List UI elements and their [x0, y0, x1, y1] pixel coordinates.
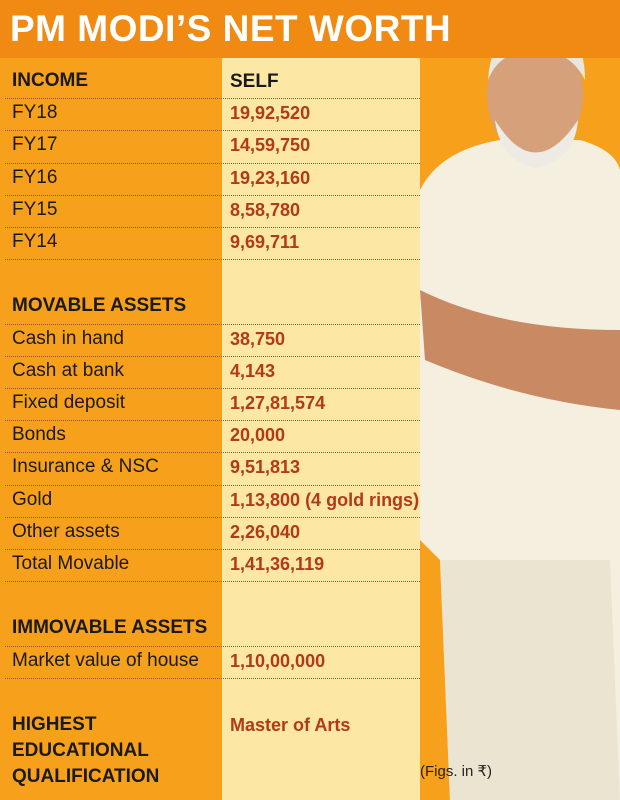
row-value: 1,27,81,574	[230, 393, 326, 413]
row-divider	[5, 162, 420, 164]
qualification-label: EDUCATIONAL	[12, 740, 149, 761]
section-header: IMMOVABLE ASSETS	[12, 617, 208, 639]
row-label: Fixed deposit	[12, 392, 126, 413]
row-value: 14,59,750	[230, 135, 311, 156]
row-divider	[5, 484, 420, 486]
row-divider	[5, 355, 420, 357]
qualification-label: HIGHEST	[12, 714, 97, 735]
row-divider	[5, 452, 420, 454]
column-header: SELF	[230, 71, 279, 92]
row-value: 9,51,813	[230, 457, 301, 478]
row-divider	[5, 388, 420, 389]
row-divider	[5, 516, 420, 518]
row-label: FY17	[12, 134, 58, 156]
row-divider	[5, 549, 420, 550]
row-value: 19,23,160	[230, 167, 311, 188]
row-label: FY16	[12, 166, 58, 188]
row-value: 2,26,040	[230, 521, 301, 542]
row-value: 1,13,800 (4 gold rings)	[230, 489, 420, 510]
row-divider	[5, 227, 420, 228]
row-label: FY15	[12, 198, 58, 220]
row-label: Market value of house	[12, 649, 199, 671]
row-value: 8,58,780	[230, 199, 301, 220]
title: PM MODI’S NET WORTH	[10, 8, 452, 49]
row-value: 1,41,36,119	[230, 554, 325, 574]
footnote: (Figs. in ₹)	[420, 763, 493, 780]
section-header: MOVABLE ASSETS	[12, 295, 187, 317]
row-divider	[5, 98, 420, 100]
row-divider	[5, 420, 420, 422]
qualification-label: QUALIFICATION	[12, 766, 160, 787]
row-value: 20,000	[230, 425, 286, 446]
row-divider	[5, 323, 420, 325]
row-value: 9,69,711	[230, 232, 300, 252]
title-bar	[0, 0, 620, 58]
row-label: Other assets	[12, 520, 120, 542]
row-value: 1,10,00,000	[230, 650, 326, 671]
row-divider	[5, 259, 420, 261]
row-value: 4,143	[230, 360, 276, 381]
row-value: 38,750	[230, 328, 286, 349]
row-divider	[5, 581, 420, 583]
row-label: Total Movable	[12, 553, 130, 574]
row-label: Cash at bank	[12, 359, 124, 381]
row-label: FY18	[12, 102, 58, 124]
row-label: Insurance & NSC	[12, 456, 159, 478]
value-column	[222, 58, 420, 800]
portrait	[420, 21, 620, 800]
row-divider	[5, 677, 420, 679]
row-label: FY14	[12, 231, 58, 252]
row-label: Bonds	[12, 424, 66, 446]
row-value: 19,92,520	[230, 103, 311, 124]
row-divider	[5, 194, 420, 196]
section-header: INCOME	[12, 70, 88, 91]
row-label: Cash in hand	[12, 327, 124, 349]
row-divider	[5, 130, 420, 132]
row-label: Gold	[12, 488, 53, 510]
row-divider	[5, 645, 420, 647]
qualification-value: Master of Arts	[230, 715, 351, 735]
